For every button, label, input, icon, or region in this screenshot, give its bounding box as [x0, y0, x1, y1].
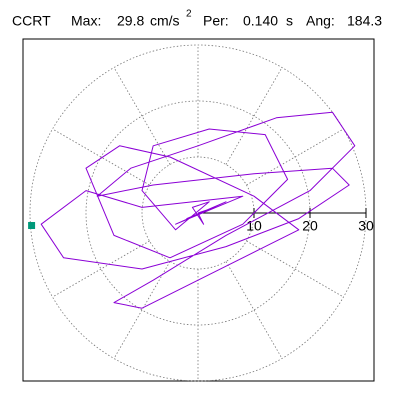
- spoke: [113, 67, 171, 165]
- unit-power: 2: [186, 9, 192, 20]
- title-bar: CCRT Max: 29.8 cm/s 2 Per: 0.140 s Ang: …: [12, 9, 382, 29]
- max-value: 29.8: [117, 13, 144, 29]
- period-unit: s: [286, 13, 293, 29]
- r-tick-label: 30: [358, 218, 374, 234]
- spoke: [113, 261, 171, 359]
- unit: cm/s: [150, 13, 180, 29]
- station: CCRT: [12, 13, 51, 29]
- angle-value: 184.3: [347, 13, 382, 29]
- spoke: [225, 261, 283, 359]
- r-tick-label: 20: [302, 218, 318, 234]
- spoke: [246, 240, 344, 298]
- plot-frame: [22, 38, 375, 382]
- max-label: Max:: [71, 13, 101, 29]
- r-tick-label: 10: [246, 218, 262, 234]
- motion-trace: [40, 111, 356, 309]
- period-value: 0.140: [243, 13, 278, 29]
- max-marker: [28, 222, 36, 230]
- angle-label: Ang:: [306, 13, 335, 29]
- period-label: Per:: [203, 13, 229, 29]
- spoke: [52, 240, 150, 298]
